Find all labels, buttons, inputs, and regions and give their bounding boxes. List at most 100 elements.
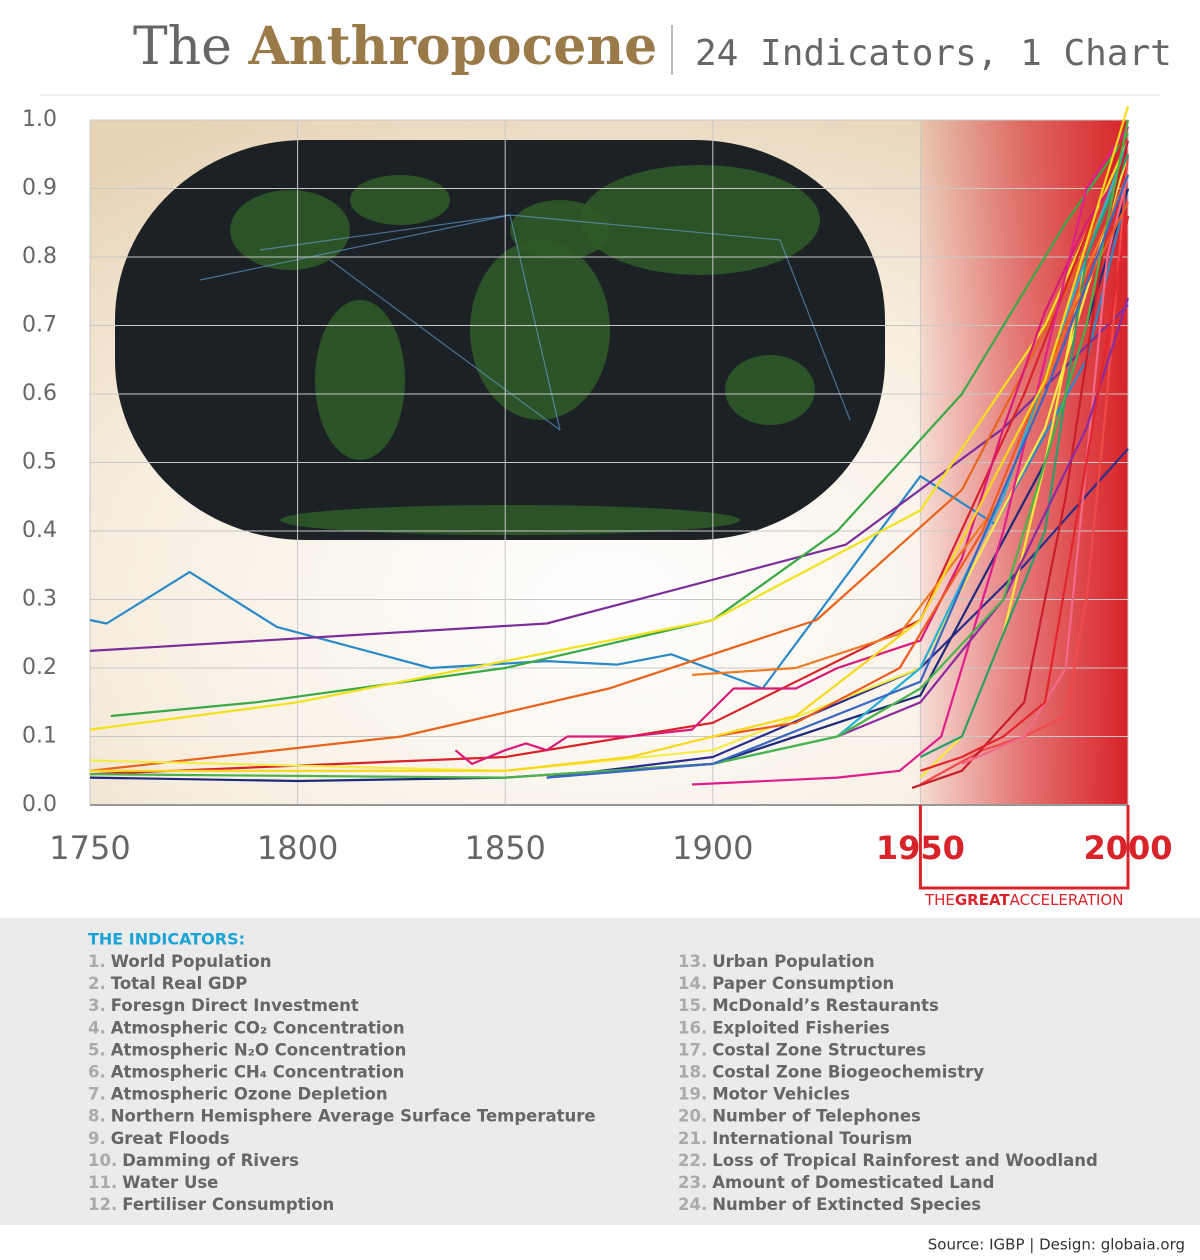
indicator-name: Atmospheric Ozone Depletion	[111, 1084, 388, 1103]
landmass	[230, 190, 350, 270]
indicator-number: 1.	[88, 952, 106, 971]
highlight-bracket	[918, 805, 1130, 890]
indicator-number: 2.	[88, 974, 106, 993]
indicator-item: 18. Costal Zone Biogeochemistry	[678, 1062, 984, 1081]
series-line	[89, 304, 1129, 652]
indicator-number: 20.	[678, 1106, 707, 1125]
landmass	[580, 165, 820, 275]
title: The Anthropocene	[133, 16, 657, 77]
indicator-name: Number of Telephones	[712, 1106, 921, 1125]
series-line	[691, 174, 1130, 676]
indicator-item: 21. International Tourism	[678, 1128, 912, 1147]
indicator-number: 14.	[678, 974, 707, 993]
indicator-item: 10. Damming of Rivers	[88, 1150, 299, 1169]
indicator-item: 24. Number of Extincted Species	[678, 1195, 981, 1214]
indicator-number: 17.	[678, 1040, 707, 1059]
indicator-number: 13.	[678, 952, 707, 971]
indicator-name: Costal Zone Structures	[712, 1040, 926, 1059]
title-prefix: The	[133, 17, 232, 77]
indicator-item: 19. Motor Vehicles	[678, 1084, 850, 1103]
indicator-item: 14. Paper Consumption	[678, 974, 894, 993]
indicator-number: 10.	[88, 1150, 117, 1169]
series-line	[712, 201, 1129, 738]
indicator-item: 12. Fertiliser Consumption	[88, 1195, 334, 1214]
series-line	[89, 140, 1130, 731]
y-tick-label: 0.8	[22, 244, 57, 269]
series-line	[110, 133, 1129, 718]
y-tick-label: 0.9	[22, 176, 57, 201]
indicator-name: Urban Population	[712, 952, 874, 971]
landmass	[350, 175, 450, 225]
indicator-name: World Population	[111, 952, 272, 971]
indicator-name: McDonald’s Restaurants	[712, 996, 939, 1015]
series-line	[691, 126, 1129, 786]
y-tick-label: 0.7	[22, 313, 57, 338]
indicator-number: 7.	[88, 1084, 106, 1103]
indicator-number: 18.	[678, 1062, 707, 1081]
indicator-name: Damming of Rivers	[122, 1150, 299, 1169]
indicator-item: 3. Foresgn Direct Investment	[88, 996, 359, 1015]
title-main: Anthropocene	[247, 16, 657, 77]
highlight-label-bold: GREAT	[955, 891, 1011, 909]
highlight-label-prefix: THE	[924, 891, 955, 909]
indicator-name: Amount of Domesticated Land	[712, 1173, 994, 1192]
world-map	[115, 140, 885, 540]
y-tick-label: 0.0	[22, 792, 57, 817]
landmass	[315, 300, 405, 460]
indicator-number: 11.	[88, 1173, 117, 1192]
series-line	[89, 153, 1130, 772]
series-line	[454, 160, 1129, 765]
indicator-name: Foresgn Direct Investment	[111, 996, 359, 1015]
indicator-number: 19.	[678, 1084, 707, 1103]
route	[259, 214, 511, 251]
indicator-number: 5.	[88, 1040, 106, 1059]
indicator-name: International Tourism	[712, 1128, 912, 1147]
indicator-number: 9.	[88, 1128, 106, 1147]
indicator-item: 22. Loss of Tropical Rainforest and Woodl…	[678, 1150, 1098, 1169]
x-tick-label: 1750	[49, 829, 130, 867]
indicator-item: 8. Northern Hemisphere Average Surface Te…	[88, 1106, 596, 1125]
indicator-name: Total Real GDP	[111, 974, 248, 993]
indicator-item: 7. Atmospheric Ozone Depletion	[88, 1084, 388, 1103]
indicator-name: Atmospheric CH₄ Concentration	[111, 1062, 405, 1081]
series-line	[961, 174, 1130, 765]
source: Source: IGBP | Design: globaia.org	[928, 1236, 1185, 1254]
highlight-label: THEGREATACCELERATION	[924, 891, 1124, 909]
series-line	[546, 174, 1130, 779]
y-tick-label: 0.6	[22, 381, 57, 406]
indicator-name: Motor Vehicles	[712, 1084, 850, 1103]
indicator-item: 4. Atmospheric CO₂ Concentration	[88, 1018, 405, 1037]
series-line	[89, 153, 1130, 772]
indicator-name: Atmospheric CO₂ Concentration	[111, 1018, 405, 1037]
indicator-name: Northern Hemisphere Average Surface Temp…	[111, 1106, 596, 1125]
indicator-item: 6. Atmospheric CH₄ Concentration	[88, 1062, 404, 1081]
indicator-name: Atmospheric N₂O Concentration	[111, 1040, 407, 1059]
indicator-number: 4.	[88, 1018, 106, 1037]
indicator-name: Fertiliser Consumption	[122, 1195, 334, 1214]
indicator-number: 3.	[88, 996, 106, 1015]
route	[509, 214, 781, 241]
indicator-item: 13. Urban Population	[678, 952, 875, 971]
series-line	[919, 153, 1130, 758]
indicator-panel	[0, 918, 1200, 1225]
indicator-number: 6.	[88, 1062, 106, 1081]
indicator-number: 22.	[678, 1150, 707, 1169]
route	[329, 259, 561, 431]
indicator-number: 24.	[678, 1195, 707, 1214]
indicator-name: Exploited Fisheries	[712, 1018, 890, 1037]
x-tick-label: 1850	[464, 829, 545, 867]
route	[779, 239, 851, 421]
y-tick-label: 0.5	[22, 450, 57, 475]
indicator-item: 20. Number of Telephones	[678, 1106, 921, 1125]
indicator-name: Loss of Tropical Rainforest and Woodland	[712, 1150, 1098, 1169]
series-line	[89, 126, 1130, 776]
indicator-name: Great Floods	[111, 1128, 230, 1147]
y-tick-label: 0.1	[22, 724, 57, 749]
indicator-item: 23. Amount of Domesticated Land	[678, 1173, 994, 1192]
indicator-item: 1. World Population	[88, 952, 271, 971]
highlight-label-suffix: ACCELERATION	[1010, 891, 1124, 909]
subtitle: 24 Indicators, 1 Chart	[695, 33, 1172, 74]
indicator-header: THE INDICATORS:	[88, 930, 245, 949]
landmass	[280, 505, 740, 535]
